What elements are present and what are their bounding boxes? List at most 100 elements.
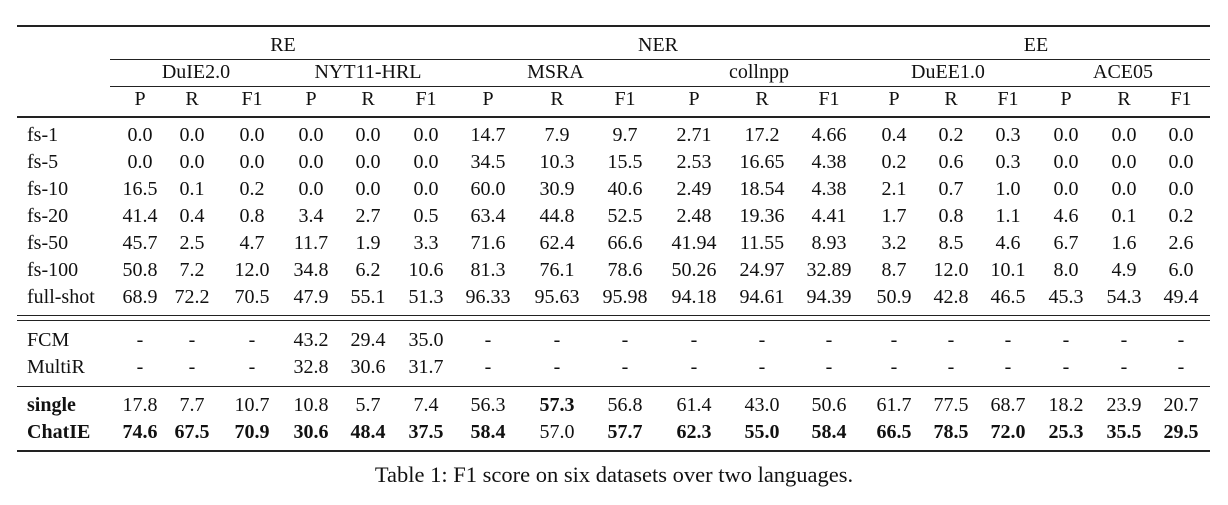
dataset-cmidrule — [110, 86, 1210, 87]
table-cell: 66.5 — [876, 421, 912, 443]
table-cell: 0.3 — [995, 124, 1021, 146]
table-cell: 8.0 — [1053, 259, 1079, 281]
table-cell: 3.4 — [298, 205, 324, 227]
table-cell: 0.0 — [355, 178, 381, 200]
table-cell: 3.2 — [881, 232, 907, 254]
table-cell: 57.3 — [539, 394, 575, 416]
table-cell: 71.6 — [470, 232, 506, 254]
row-label: FCM — [27, 329, 70, 351]
table-cell: 4.38 — [811, 151, 847, 173]
table-cell: 0.7 — [938, 178, 964, 200]
table-cell: 50.6 — [811, 394, 847, 416]
metric-header: P — [888, 88, 900, 110]
table-cell: 0.0 — [1111, 124, 1137, 146]
table-cell: - — [690, 356, 698, 378]
row-label: fs-50 — [27, 232, 69, 254]
table-cell: 0.0 — [413, 151, 439, 173]
table-cell: 1.7 — [881, 205, 907, 227]
table-cell: 0.2 — [1168, 205, 1194, 227]
table-cell: 7.9 — [544, 124, 570, 146]
table-cell: 47.9 — [293, 286, 329, 308]
section-rule — [17, 386, 1210, 387]
table-cell: 10.6 — [408, 259, 444, 281]
table-cell: 0.0 — [1111, 178, 1137, 200]
table-cell: 42.8 — [933, 286, 969, 308]
table-cell: 4.66 — [811, 124, 847, 146]
table-cell: 7.4 — [413, 394, 439, 416]
table-cell: 68.7 — [990, 394, 1026, 416]
table-cell: 0.0 — [1111, 151, 1137, 173]
table-cell: 29.4 — [350, 329, 386, 351]
metric-header: F1 — [818, 88, 840, 110]
table-cell: 0.0 — [1053, 124, 1079, 146]
table-cell: - — [1177, 329, 1185, 351]
table-cell: 8.7 — [881, 259, 907, 281]
table-cell: 0.0 — [179, 151, 205, 173]
table-cell: 77.5 — [933, 394, 969, 416]
table-cell: 24.97 — [739, 259, 785, 281]
table-cell: 70.9 — [234, 421, 270, 443]
table-cell: 12.0 — [933, 259, 969, 281]
task-header-ner: NER — [638, 34, 678, 56]
table-cell: 2.5 — [179, 232, 205, 254]
table-cell: 32.89 — [806, 259, 852, 281]
table-cell: 70.5 — [234, 286, 270, 308]
table-cell: 44.8 — [539, 205, 575, 227]
table-cell: 0.0 — [1168, 178, 1194, 200]
table-cell: 0.4 — [881, 124, 907, 146]
table-cell: 50.8 — [122, 259, 158, 281]
table-cell: 52.5 — [607, 205, 643, 227]
row-label: fs-1 — [27, 124, 59, 146]
metric-header: F1 — [241, 88, 263, 110]
metric-header: F1 — [1170, 88, 1192, 110]
table-cell: 48.4 — [350, 421, 386, 443]
table-cell: 94.61 — [739, 286, 785, 308]
table-cell: - — [947, 329, 955, 351]
table-cell: 0.4 — [179, 205, 205, 227]
table-cell: 7.7 — [179, 394, 205, 416]
table-cell: 34.5 — [470, 151, 506, 173]
table-cell: 1.9 — [355, 232, 381, 254]
table-cell: 0.0 — [298, 124, 324, 146]
table-cell: 55.1 — [350, 286, 386, 308]
table-cell: 2.7 — [355, 205, 381, 227]
table-cell: - — [1120, 329, 1128, 351]
table-cell: 35.5 — [1106, 421, 1142, 443]
table-cell: 2.1 — [881, 178, 907, 200]
table-cell: 57.7 — [607, 421, 643, 443]
metric-header: P — [688, 88, 700, 110]
table-cell: 1.1 — [995, 205, 1021, 227]
row-label: fs-10 — [27, 178, 69, 200]
table-cell: 4.7 — [239, 232, 265, 254]
section-double-rule-a — [17, 315, 1210, 316]
table-cell: 16.65 — [739, 151, 785, 173]
table-cell: 56.3 — [470, 394, 506, 416]
table-cell: 50.26 — [671, 259, 717, 281]
table-cell: 0.6 — [938, 151, 964, 173]
table-cell: 0.2 — [239, 178, 265, 200]
table-cell: 2.71 — [676, 124, 712, 146]
table-cell: 95.63 — [534, 286, 580, 308]
dataset-header: ACE05 — [1093, 61, 1153, 83]
table-cell: 6.0 — [1168, 259, 1194, 281]
row-label: fs-100 — [27, 259, 79, 281]
row-label: single — [27, 394, 76, 416]
dataset-header: NYT11-HRL — [314, 61, 422, 83]
table-cell: 7.2 — [179, 259, 205, 281]
table-cell: 10.8 — [293, 394, 329, 416]
table-cell: - — [188, 329, 196, 351]
table-cell: 56.8 — [607, 394, 643, 416]
table-cell: 2.48 — [676, 205, 712, 227]
dataset-header: collnpp — [729, 61, 789, 83]
table-cell: 68.9 — [122, 286, 158, 308]
table-cell: 76.1 — [539, 259, 575, 281]
table-cell: 66.6 — [607, 232, 643, 254]
task-header-re: RE — [270, 34, 296, 56]
dataset-header: DuIE2.0 — [161, 61, 231, 83]
table-cell: 30.6 — [350, 356, 386, 378]
table-cell: 55.0 — [744, 421, 780, 443]
table-cell: 58.4 — [811, 421, 847, 443]
table-cell: 0.0 — [127, 124, 153, 146]
table-cell: 67.5 — [174, 421, 210, 443]
table-cell: 74.6 — [122, 421, 158, 443]
